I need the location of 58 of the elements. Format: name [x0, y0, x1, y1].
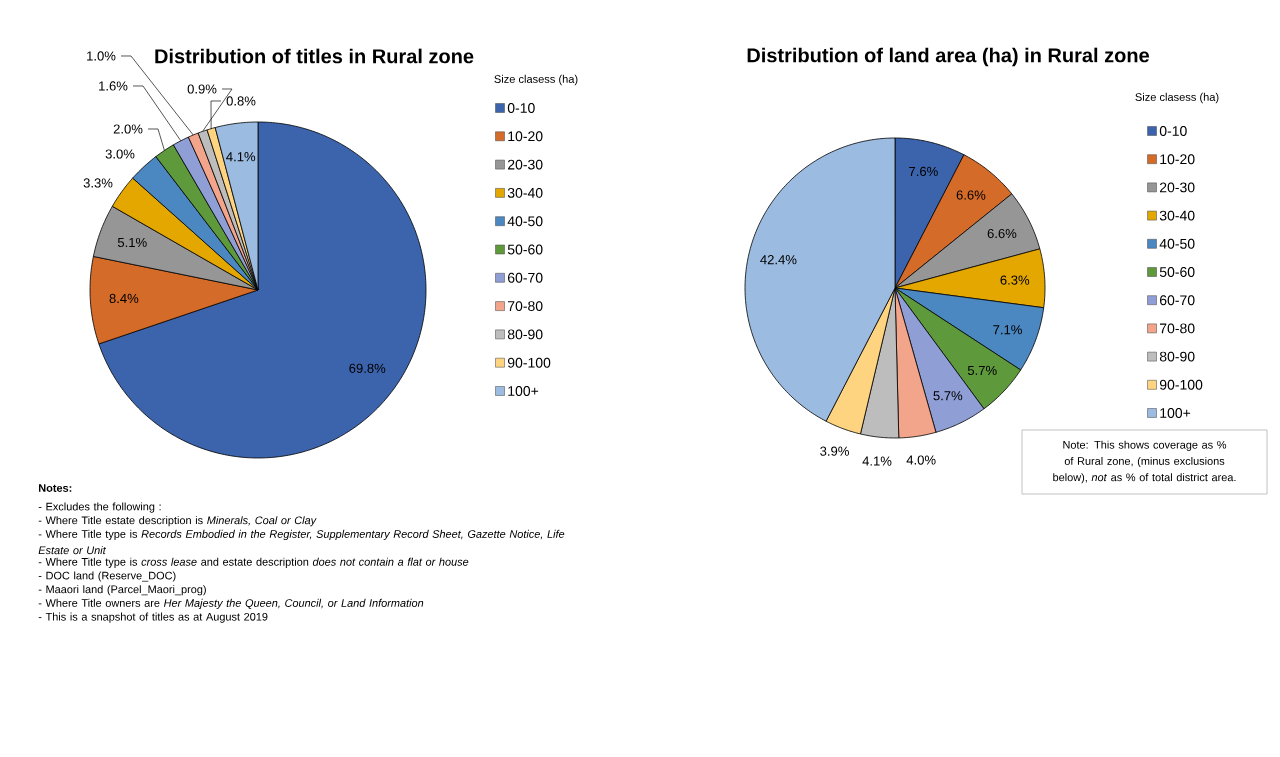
- data-label: 6.6%: [987, 228, 1017, 239]
- data-label: 5.7%: [933, 391, 963, 401]
- data-label: 5.1%: [117, 237, 147, 248]
- text: Notes:: [39, 484, 72, 492]
- data-label: 3.0%: [105, 149, 135, 159]
- legend-label: 60-70: [507, 272, 543, 283]
- legend-label: 80-90: [507, 329, 543, 340]
- legend-label: 20-30: [1159, 182, 1195, 193]
- data-label: 3.3%: [83, 178, 113, 188]
- data-label: 4.1%: [226, 152, 256, 162]
- text: - Where Title estate description is Minerals, Coal or Clay: [38, 516, 317, 527]
- data-label: 1.0%: [87, 51, 116, 61]
- text: - Excludes the following :: [38, 502, 161, 513]
- legend-title: Size clasess (ha): [494, 74, 578, 86]
- legend-label: 10-20: [508, 131, 543, 142]
- data-label: 5.7%: [967, 365, 997, 376]
- legend-title: Size clasess (ha): [1135, 92, 1219, 104]
- data-label: 42.4%: [760, 255, 797, 265]
- data-label: 69.8%: [349, 363, 386, 373]
- chart-title: Distribution of land area (ha) in Rural zone: [747, 47, 1150, 67]
- data-label: 7.6%: [909, 166, 938, 177]
- data-label: 4.0%: [906, 455, 936, 465]
- legend-label: 30-40: [1159, 210, 1195, 221]
- text: - Maaori land (Parcel_Maori_prog): [38, 585, 206, 596]
- data-label: 4.1%: [862, 456, 892, 466]
- data-label: 0.9%: [187, 84, 217, 94]
- legend-label: 30-40: [507, 187, 543, 198]
- legend-label: 40-50: [1159, 238, 1195, 249]
- legend-label: 70-80: [1159, 323, 1195, 334]
- legend-label: 60-70: [1159, 295, 1195, 306]
- legend-label: 50-60: [507, 244, 543, 255]
- data-label: 0.8%: [226, 96, 256, 106]
- text: Note: This shows coverage as % of Rural zone, (minus exclusions below), not as % of total district area.: [1053, 440, 1236, 484]
- text: - Where Title type is cross lease and estate description does not contain a flat or house: [38, 557, 469, 568]
- data-label: 1.6%: [99, 81, 128, 91]
- text: - This is a snapshot of titles as at August 2019: [38, 612, 268, 623]
- legend-label: 10-20: [1160, 154, 1195, 165]
- chart-title: Distribution of titles in Rural zone: [155, 48, 474, 64]
- text: - Where Title owners are Her Majesty the Queen, Council, or Land Information: [38, 598, 424, 610]
- legend-label: 70-80: [507, 301, 543, 312]
- legend-label: 20-30: [507, 159, 543, 170]
- text: - DOC land (Reserve_DOC): [38, 571, 176, 582]
- data-label: 7.1%: [993, 325, 1022, 335]
- data-label: 6.6%: [956, 190, 986, 200]
- legend-label: 0-10: [1159, 126, 1187, 136]
- legend-label: 50-60: [1159, 267, 1195, 277]
- legend-label: 40-50: [507, 216, 543, 227]
- legend-label: 90-100: [1159, 379, 1203, 390]
- legend-label: 0-10: [507, 103, 535, 113]
- data-label: 6.3%: [1000, 275, 1030, 285]
- data-label: 3.9%: [820, 446, 849, 456]
- data-label: 8.4%: [109, 293, 139, 304]
- text: - Where Title type is Records Embodied in the Register, Supplementary Record Sheet, Gazette Notice, Life Estate or Unit: [38, 529, 565, 555]
- legend-label: 100+: [508, 386, 539, 396]
- legend-label: 100+: [1160, 408, 1191, 418]
- legend-label: 90-100: [507, 357, 551, 368]
- data-label: 2.0%: [113, 124, 143, 134]
- legend-label: 80-90: [1159, 351, 1195, 362]
